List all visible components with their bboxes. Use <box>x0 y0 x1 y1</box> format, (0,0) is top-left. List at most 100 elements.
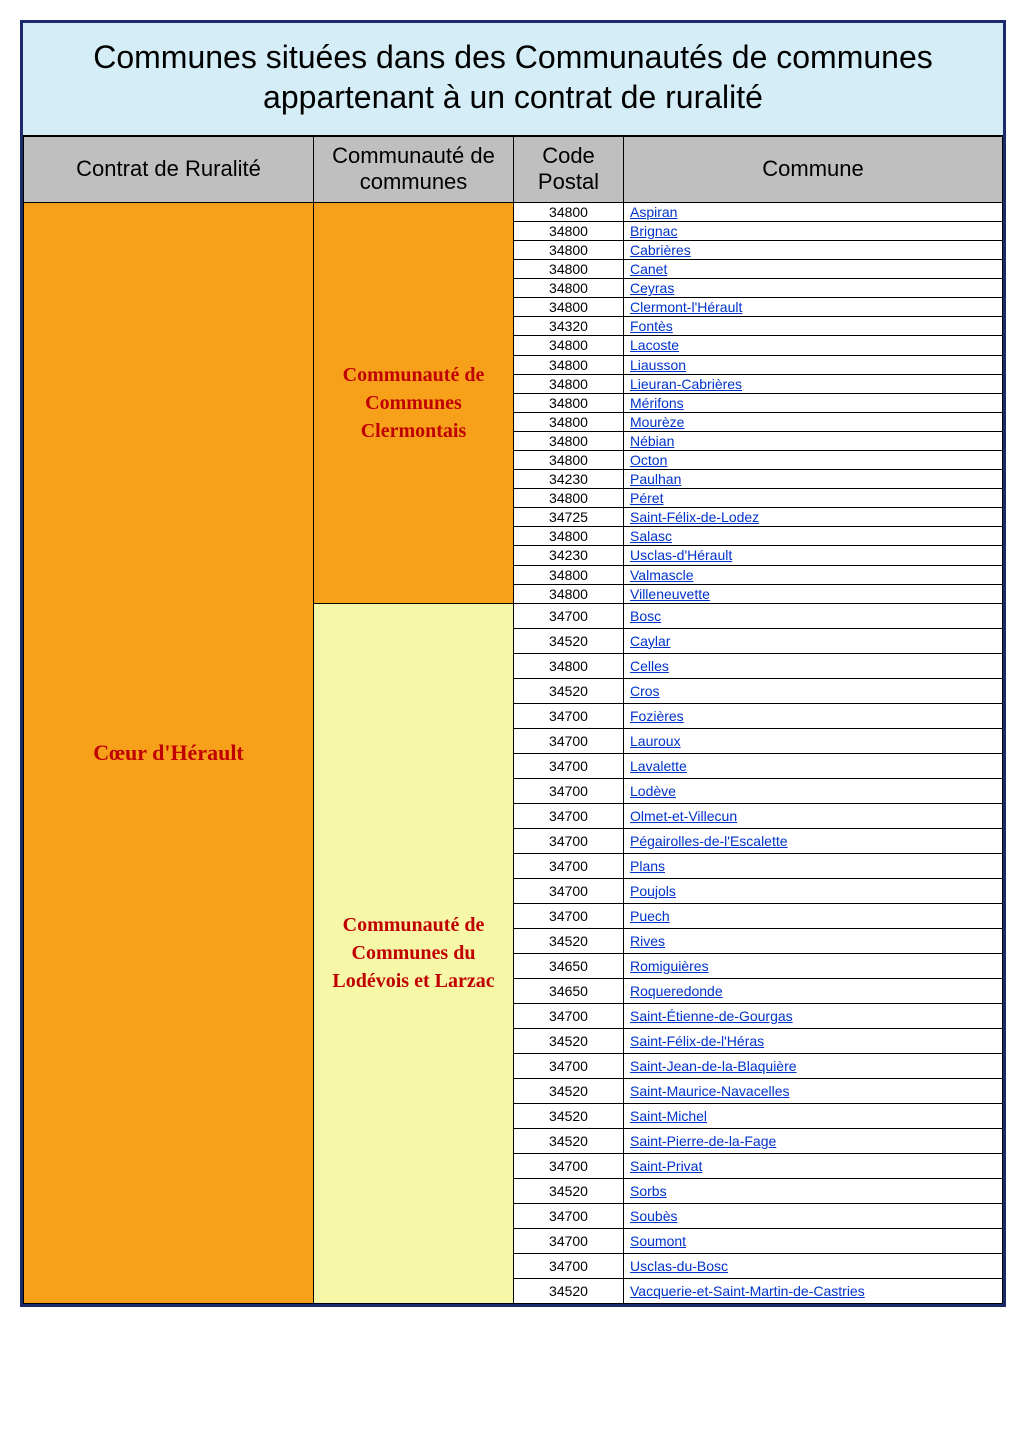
commune-link[interactable]: Saint-Félix-de-l'Héras <box>630 1033 764 1049</box>
commune-link[interactable]: Caylar <box>630 633 670 649</box>
commune-link[interactable]: Vacquerie-et-Saint-Martin-de-Castries <box>630 1283 865 1299</box>
commune-link[interactable]: Saint-Michel <box>630 1108 707 1124</box>
cell-postal: 34800 <box>514 279 624 298</box>
cell-commune: Brignac <box>624 221 1003 240</box>
cell-commune: Fontès <box>624 317 1003 336</box>
commune-link[interactable]: Fozières <box>630 708 684 724</box>
cell-postal: 34700 <box>514 778 624 803</box>
cell-postal: 34800 <box>514 221 624 240</box>
cell-commune: Olmet-et-Villecun <box>624 803 1003 828</box>
commune-link[interactable]: Sorbs <box>630 1183 667 1199</box>
page-title: Communes situées dans des Communautés de… <box>23 23 1003 136</box>
commune-link[interactable]: Poujols <box>630 883 676 899</box>
commune-link[interactable]: Pégairolles-de-l'Escalette <box>630 833 788 849</box>
cell-commune: Lacoste <box>624 336 1003 355</box>
commune-link[interactable]: Celles <box>630 658 669 674</box>
commune-link[interactable]: Octon <box>630 452 667 468</box>
cell-commune: Cabrières <box>624 240 1003 259</box>
cell-postal: 34700 <box>514 728 624 753</box>
commune-link[interactable]: Saint-Jean-de-la-Blaquière <box>630 1058 797 1074</box>
cell-postal: 34700 <box>514 603 624 628</box>
commune-link[interactable]: Roqueredonde <box>630 983 723 999</box>
commune-link[interactable]: Mourèze <box>630 414 684 430</box>
commune-link[interactable]: Lauroux <box>630 733 681 749</box>
cell-commune: Salasc <box>624 527 1003 546</box>
cell-postal: 34800 <box>514 451 624 470</box>
communes-table: Contrat de Ruralité Communauté de commun… <box>23 136 1003 1304</box>
commune-link[interactable]: Romiguières <box>630 958 709 974</box>
cell-commune: Mourèze <box>624 412 1003 431</box>
commune-link[interactable]: Ceyras <box>630 280 674 296</box>
commune-link[interactable]: Lavalette <box>630 758 687 774</box>
cell-postal: 34230 <box>514 470 624 489</box>
table-header-row: Contrat de Ruralité Communauté de commun… <box>24 137 1003 203</box>
commune-link[interactable]: Rives <box>630 933 665 949</box>
cell-postal: 34520 <box>514 1078 624 1103</box>
cell-postal: 34700 <box>514 703 624 728</box>
commune-link[interactable]: Aspiran <box>630 204 677 220</box>
commune-link[interactable]: Valmascle <box>630 567 694 583</box>
cell-postal: 34650 <box>514 953 624 978</box>
commune-link[interactable]: Cros <box>630 683 660 699</box>
cell-postal: 34700 <box>514 1053 624 1078</box>
commune-link[interactable]: Canet <box>630 261 667 277</box>
cell-commune: Cros <box>624 678 1003 703</box>
cell-commune: Plans <box>624 853 1003 878</box>
cell-postal: 34700 <box>514 853 624 878</box>
header-commune: Commune <box>624 137 1003 203</box>
commune-link[interactable]: Saint-Étienne-de-Gourgas <box>630 1008 793 1024</box>
cell-commune: Soumont <box>624 1228 1003 1253</box>
cell-commune: Villeneuvette <box>624 584 1003 603</box>
commune-link[interactable]: Usclas-d'Hérault <box>630 547 732 563</box>
cell-commune: Usclas-du-Bosc <box>624 1253 1003 1278</box>
cell-commune: Saint-Privat <box>624 1153 1003 1178</box>
commune-link[interactable]: Saint-Félix-de-Lodez <box>630 509 759 525</box>
commune-link[interactable]: Clermont-l'Hérault <box>630 299 742 315</box>
cell-postal: 34800 <box>514 489 624 508</box>
commune-link[interactable]: Lacoste <box>630 337 679 353</box>
cell-commune: Lieuran-Cabrières <box>624 374 1003 393</box>
commune-link[interactable]: Liausson <box>630 357 686 373</box>
commune-link[interactable]: Bosc <box>630 608 661 624</box>
cell-commune: Liausson <box>624 355 1003 374</box>
cell-postal: 34700 <box>514 903 624 928</box>
table-container: Communes situées dans des Communautés de… <box>20 20 1006 1307</box>
commune-link[interactable]: Péret <box>630 490 663 506</box>
commune-link[interactable]: Lodève <box>630 783 676 799</box>
cell-postal: 34700 <box>514 878 624 903</box>
commune-link[interactable]: Brignac <box>630 223 677 239</box>
commune-link[interactable]: Usclas-du-Bosc <box>630 1258 728 1274</box>
commune-link[interactable]: Soubès <box>630 1208 677 1224</box>
commune-link[interactable]: Plans <box>630 858 665 874</box>
commune-link[interactable]: Fontès <box>630 318 673 334</box>
table-row: Cœur d'HéraultCommunauté deCommunesClerm… <box>24 202 1003 221</box>
cell-postal: 34230 <box>514 546 624 565</box>
cell-postal: 34650 <box>514 978 624 1003</box>
commune-link[interactable]: Saint-Privat <box>630 1158 702 1174</box>
commune-link[interactable]: Olmet-et-Villecun <box>630 808 737 824</box>
commune-link[interactable]: Puech <box>630 908 670 924</box>
commune-link[interactable]: Saint-Maurice-Navacelles <box>630 1083 790 1099</box>
commune-link[interactable]: Lieuran-Cabrières <box>630 376 742 392</box>
commune-link[interactable]: Salasc <box>630 528 672 544</box>
cell-commune: Vacquerie-et-Saint-Martin-de-Castries <box>624 1278 1003 1303</box>
commune-link[interactable]: Cabrières <box>630 242 691 258</box>
cell-postal: 34700 <box>514 753 624 778</box>
commune-link[interactable]: Villeneuvette <box>630 586 710 602</box>
commune-link[interactable]: Soumont <box>630 1233 686 1249</box>
commune-link[interactable]: Paulhan <box>630 471 681 487</box>
cell-postal: 34800 <box>514 374 624 393</box>
cell-communaute: Communauté deCommunes duLodévois et Larz… <box>314 603 514 1303</box>
cell-postal: 34520 <box>514 628 624 653</box>
cell-commune: Saint-Pierre-de-la-Fage <box>624 1128 1003 1153</box>
cell-commune: Clermont-l'Hérault <box>624 298 1003 317</box>
commune-link[interactable]: Nébian <box>630 433 674 449</box>
cell-commune: Fozières <box>624 703 1003 728</box>
cell-postal: 34800 <box>514 653 624 678</box>
commune-link[interactable]: Mérifons <box>630 395 684 411</box>
header-postal: Code Postal <box>514 137 624 203</box>
cell-commune: Saint-Michel <box>624 1103 1003 1128</box>
cell-commune: Lauroux <box>624 728 1003 753</box>
commune-link[interactable]: Saint-Pierre-de-la-Fage <box>630 1133 776 1149</box>
cell-commune: Saint-Maurice-Navacelles <box>624 1078 1003 1103</box>
